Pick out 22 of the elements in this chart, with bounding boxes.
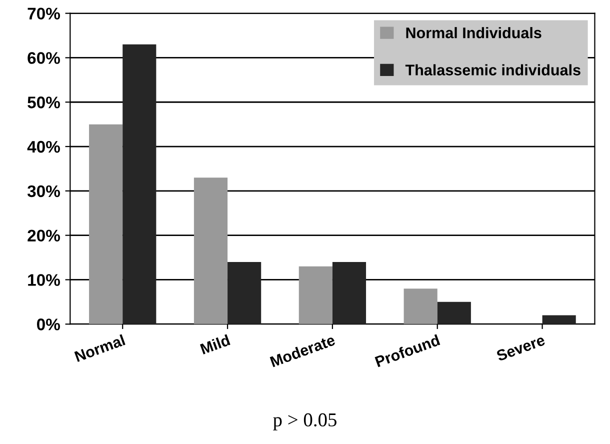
bar: [194, 178, 228, 324]
x-tick-label: Mild: [200, 334, 230, 354]
bar: [404, 288, 438, 324]
bar: [228, 262, 262, 324]
y-tick-label: 20%: [28, 230, 60, 242]
y-tick-label: 60%: [28, 52, 60, 64]
bar: [89, 124, 123, 324]
legend-label: Thalassemic individuals: [405, 64, 580, 76]
y-tick-label: 0%: [37, 318, 60, 330]
x-tick-label: Severe: [496, 334, 546, 362]
y-tick-label: 70%: [28, 8, 60, 20]
y-tick-label: 50%: [28, 96, 60, 108]
legend-label: Normal Individuals: [406, 27, 542, 38]
bar: [122, 44, 156, 324]
y-tick-label: 30%: [27, 185, 60, 198]
bar: [542, 315, 576, 324]
y-tick-label: 10%: [28, 274, 60, 286]
bar: [437, 302, 471, 324]
text: p > 0.05: [273, 413, 336, 430]
bar: [298, 266, 332, 324]
bar: [332, 262, 366, 324]
y-tick-label: 40%: [27, 140, 60, 153]
